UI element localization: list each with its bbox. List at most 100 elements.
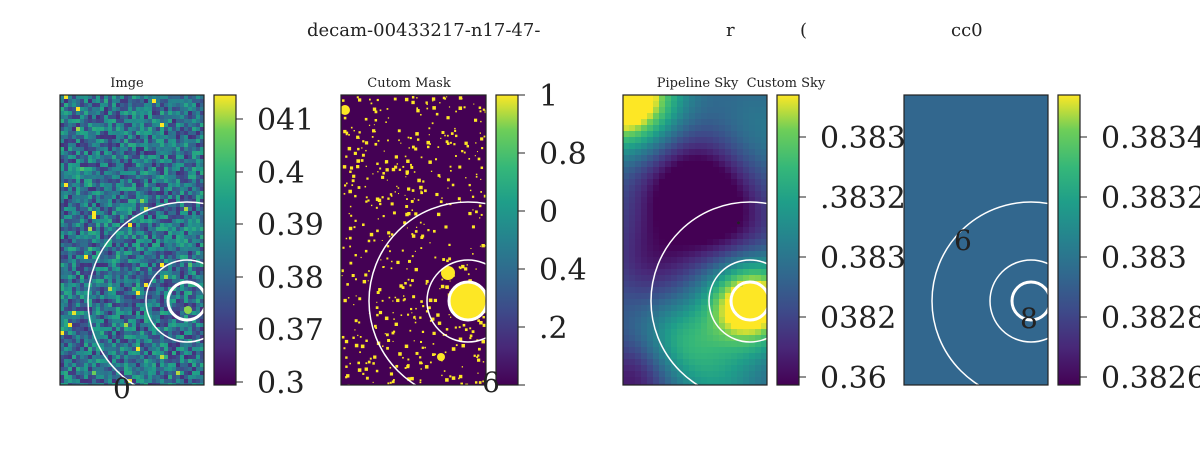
pixel [60,127,64,131]
pixel [623,329,630,336]
pixel [200,263,204,267]
pixel [128,347,132,351]
pixel [641,317,648,324]
pixel [629,239,636,246]
pixel [72,187,76,191]
pixel [172,243,176,247]
pixel [160,363,164,367]
pixel [132,135,136,139]
pixel [196,255,200,259]
mask-pixel [345,376,348,379]
pixel [176,215,180,219]
mask-pixel [365,376,369,380]
pixel [156,195,160,199]
pixel [152,303,156,307]
pixel [72,287,76,291]
pixel [160,171,164,175]
pixel [176,175,180,179]
pixel [96,195,100,199]
pixel [148,199,152,203]
pixel [689,281,696,288]
pixel [104,303,108,307]
mask-pixel [450,316,452,318]
pixel [144,343,148,347]
pixel [196,107,200,111]
pixel [136,307,140,311]
pixel [707,155,714,162]
pixel [683,323,690,330]
pixel [761,227,767,234]
pixel [60,191,64,195]
pixel [136,295,140,299]
mask-pixel [479,320,483,325]
pixel [100,303,104,307]
pixel [116,367,120,371]
pixel [136,183,140,187]
pixel [719,131,726,138]
pixel [695,167,702,174]
stray-label: . [735,205,742,230]
pixel [80,239,84,243]
mask-pixel [417,199,420,201]
pixel [152,103,156,107]
pixel [743,173,750,180]
pixel [623,119,630,126]
pixel [635,239,642,246]
pixel [701,275,708,282]
pixel [176,243,180,247]
pixel [192,147,196,151]
pixel [80,303,84,307]
pixel [132,123,136,127]
pixel [160,151,164,155]
pixel [68,151,72,155]
pixel [128,323,132,327]
pixel [132,171,136,175]
pixel [176,199,180,203]
pixel [132,219,136,223]
pixel [128,219,132,223]
mask-pixel [414,318,417,320]
pixel [124,227,128,231]
pixel [683,197,690,204]
mask-pixel [436,212,441,217]
mask-pixel [365,362,368,365]
pixel [96,175,100,179]
pixel [172,271,176,275]
pixel [725,305,732,312]
pixel [80,271,84,275]
pixel [200,291,204,295]
pixel [60,267,64,271]
pixel [60,299,64,303]
pixel [695,317,702,324]
pixel [737,353,744,360]
pixel [180,275,184,279]
pixel [100,163,104,167]
pixel [188,203,192,207]
mask-pixel [379,167,382,170]
pixel [731,179,738,186]
pixel [148,139,152,143]
pixel [737,269,744,276]
pixel [719,95,726,102]
pixel [104,159,108,163]
pixel [136,119,140,123]
pixel [72,207,76,211]
pixel [184,147,188,151]
pixel [84,163,88,167]
pixel [695,179,702,186]
pixel [743,281,750,288]
pixel [629,263,636,270]
pixel [68,367,72,371]
pixel [731,221,738,228]
pixel [92,299,96,303]
pixel [64,343,68,347]
pixel [192,255,196,259]
pixel [635,107,642,114]
pixel [132,295,136,299]
mask-pixel [479,348,481,350]
pixel [713,377,720,384]
pixel [665,167,672,174]
pixel [64,319,68,323]
pixel [647,239,654,246]
pixel [172,127,176,131]
